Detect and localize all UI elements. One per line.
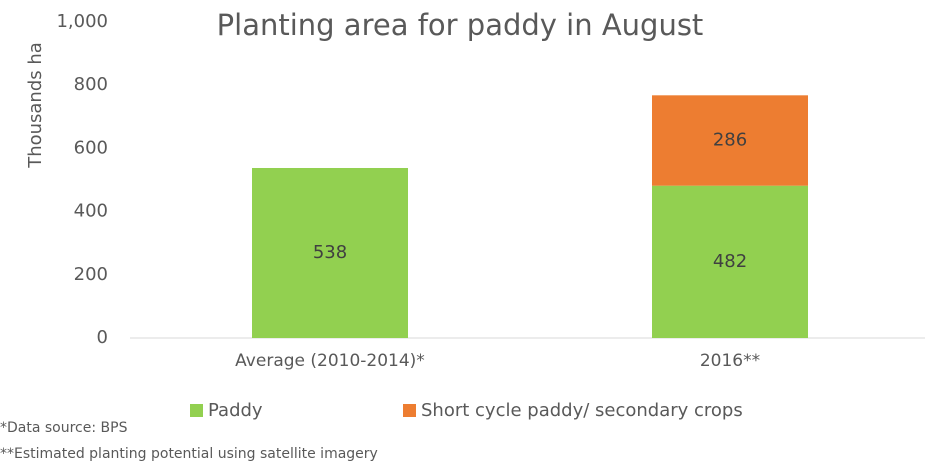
y-axis-label: Thousands ha	[25, 42, 46, 169]
bar-segment	[252, 167, 408, 338]
bar-segment	[652, 185, 808, 338]
x-tick-label: 2016**	[700, 351, 760, 371]
legend-swatch	[190, 404, 203, 417]
legend-label: Short cycle paddy/ secondary crops	[421, 400, 743, 421]
bar-segment	[652, 95, 808, 186]
chart-title: Planting area for paddy in August	[217, 8, 704, 42]
y-tick-label: 400	[74, 201, 108, 222]
legend-label: Paddy	[208, 400, 263, 421]
data-label: 538	[313, 242, 347, 263]
y-tick-label: 0	[97, 327, 108, 348]
x-tick-label: Average (2010-2014)*	[235, 351, 425, 371]
legend-swatch	[403, 404, 416, 417]
y-tick-label: 1,000	[56, 11, 108, 32]
footnote: **Estimated planting potential using sat…	[0, 446, 378, 462]
y-tick-label: 200	[74, 264, 108, 285]
y-tick-label: 600	[74, 137, 108, 158]
data-label: 482	[713, 251, 747, 272]
data-label: 286	[713, 130, 747, 151]
y-tick-label: 800	[74, 74, 108, 95]
footnote: *Data source: BPS	[0, 420, 128, 436]
